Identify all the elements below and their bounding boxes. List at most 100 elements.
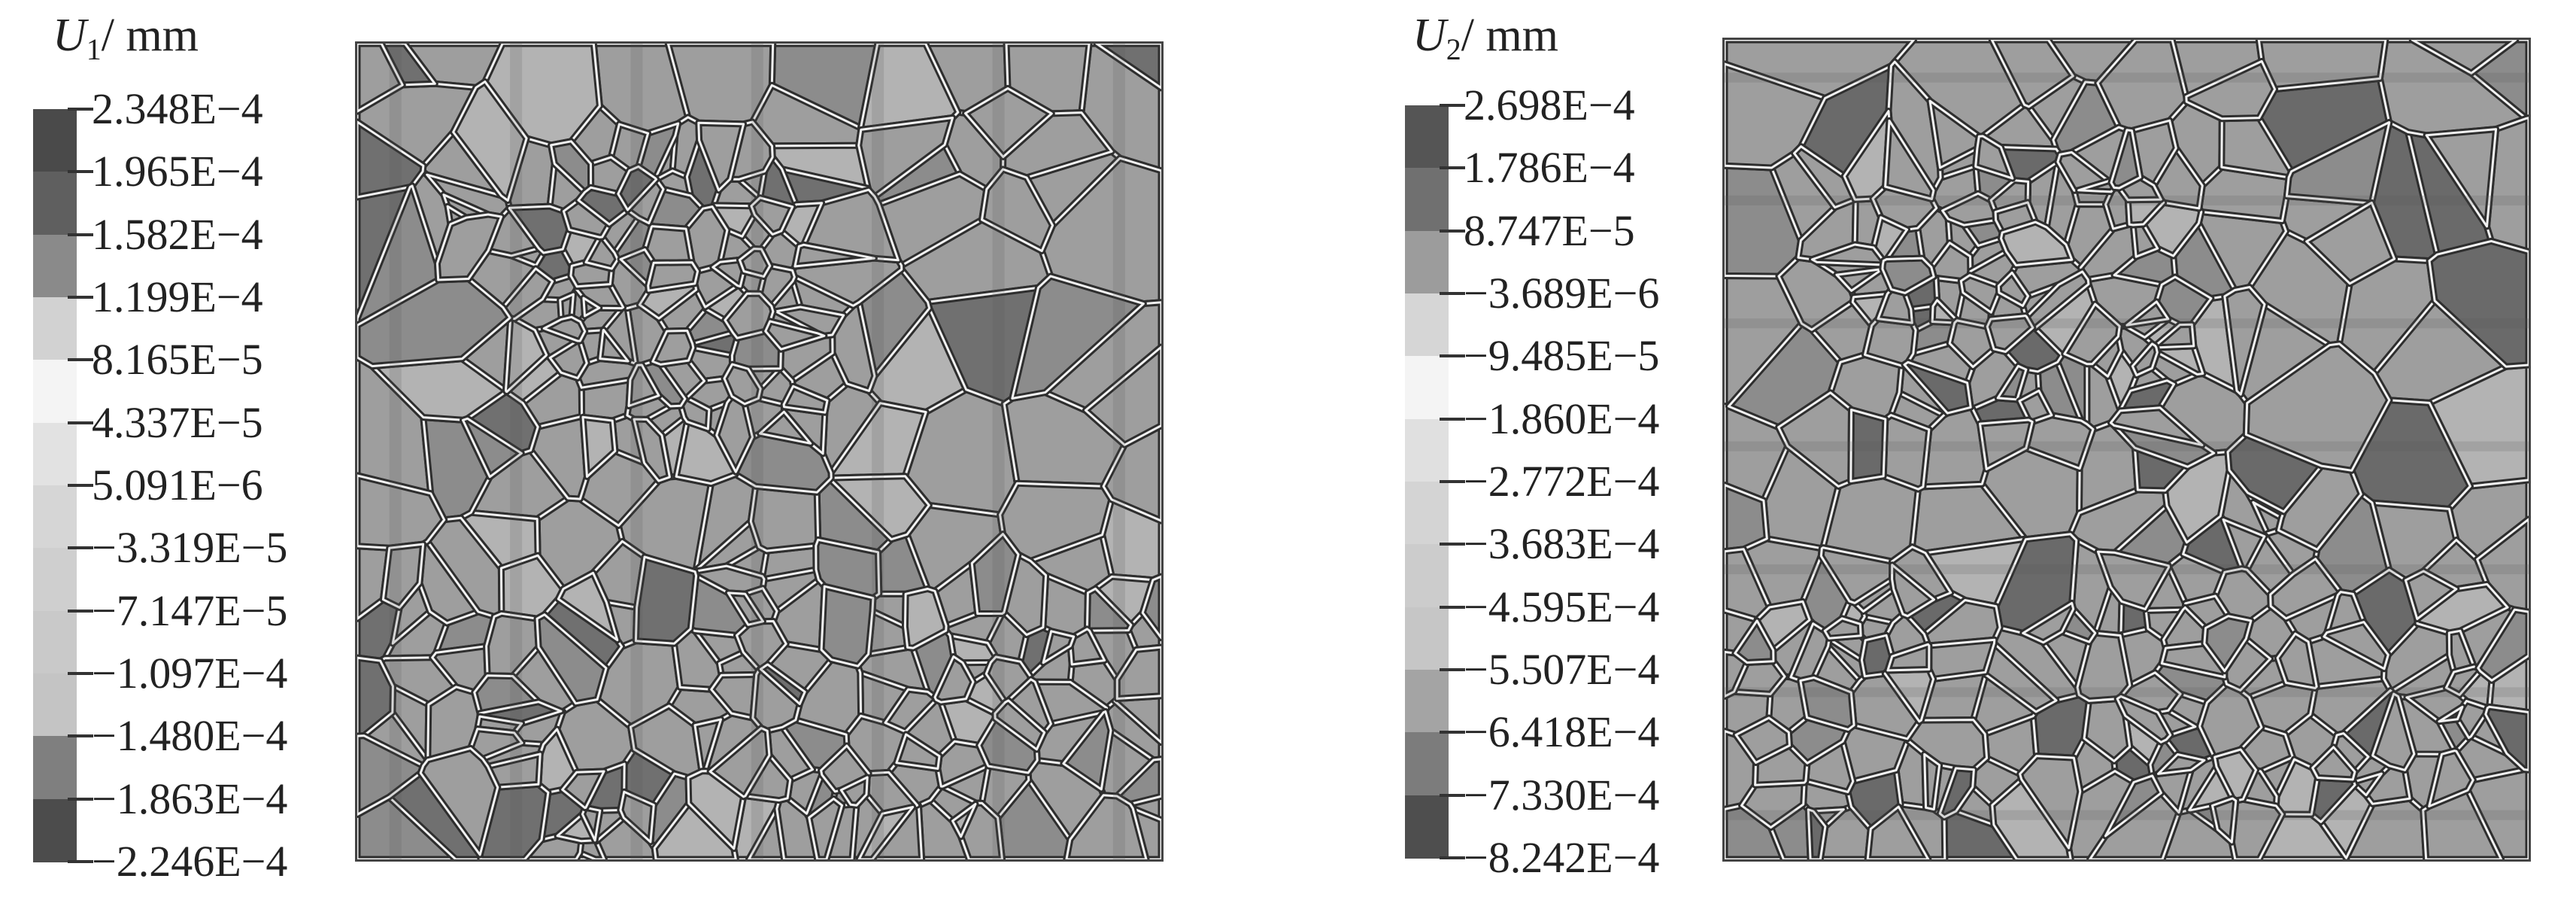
u2-symbol: U xyxy=(1412,10,1446,61)
grain-boundary xyxy=(903,588,948,649)
u2-legend-label: −6.418E−4 xyxy=(1464,707,1660,757)
grain-boundary xyxy=(2311,746,2356,781)
grain-boundary xyxy=(466,390,539,455)
u1-legend-label: 2.348E−4 xyxy=(92,84,263,133)
grain-boundary xyxy=(473,674,540,715)
grain-boundary xyxy=(793,243,875,268)
u1-legend-swatch xyxy=(33,798,77,862)
grain-boundary xyxy=(1884,119,1935,200)
u2-legend-swatch xyxy=(1405,544,1449,608)
u1-legend-tick xyxy=(68,108,93,111)
grain-boundary xyxy=(782,385,829,414)
u1-legend-tick xyxy=(68,609,93,613)
grain-boundary xyxy=(485,612,540,677)
grain-boundary xyxy=(1065,794,1148,859)
u1-panel: U1/ mm 2.348E−4 1.965E−4 1.582E−4 1.199E−4 8… xyxy=(0,0,1279,903)
grain-boundary xyxy=(1799,676,1855,731)
grain-boundary xyxy=(951,803,977,838)
u1-legend-tick xyxy=(68,358,93,362)
u2-color-legend: 2.698E−4 1.786E−4 8.747E−5 −3.689E−6 −9.485E… xyxy=(1405,84,1721,880)
grain-boundary xyxy=(2425,128,2498,228)
u2-legend-label: −8.242E−4 xyxy=(1464,833,1660,882)
grain-boundary xyxy=(1793,145,1856,209)
u1-legend-label: −2.246E−4 xyxy=(92,837,288,886)
u2-unit-label: U2/ mm xyxy=(1412,9,1558,67)
grain-boundary xyxy=(1007,678,1052,734)
contour-band xyxy=(1725,810,2529,820)
grain-boundary xyxy=(727,591,764,626)
grain-boundary xyxy=(557,571,619,642)
grain-boundary xyxy=(994,699,1046,751)
grain-boundary xyxy=(970,533,1020,615)
u2-legend-tick xyxy=(1440,417,1465,421)
grain-boundary xyxy=(1996,364,2028,401)
u2-legend-swatch xyxy=(1405,795,1449,859)
grain-boundary xyxy=(759,663,806,705)
u2-legend-swatch xyxy=(1405,105,1449,169)
u1-color-legend: 2.348E−4 1.965E−4 1.582E−4 1.199E−4 8.165E−5… xyxy=(33,87,349,883)
u1-legend-tick xyxy=(68,797,93,801)
u2-legend-label: −3.683E−4 xyxy=(1464,519,1660,569)
u1-legend-label: 8.165E−5 xyxy=(92,335,263,385)
grain-boundary xyxy=(581,415,617,478)
grain-boundary xyxy=(759,410,812,445)
u1-symbol: U xyxy=(53,10,86,61)
grain-boundary xyxy=(619,790,655,844)
grain-boundary xyxy=(2305,201,2396,285)
grain-boundary xyxy=(1823,617,1862,640)
u2-legend-swatch xyxy=(1405,356,1449,420)
u1-legend-tick xyxy=(68,672,93,675)
grain-boundary xyxy=(2220,117,2293,179)
u2-legend-label: 2.698E−4 xyxy=(1464,81,1635,129)
u2-legend-swatch xyxy=(1405,482,1449,546)
u2-legend-tick xyxy=(1440,605,1465,609)
grain-boundary xyxy=(1881,257,1935,294)
grain-boundary xyxy=(723,363,762,406)
u2-legend-label: −9.485E−5 xyxy=(1464,331,1660,381)
grain-boundary xyxy=(2104,774,2162,838)
grain-boundary xyxy=(357,278,511,368)
u2-unit: / mm xyxy=(1461,10,1558,61)
u1-legend-swatch xyxy=(33,422,77,486)
grain-boundary xyxy=(1740,781,1806,829)
u1-unit-label: U1/ mm xyxy=(53,9,199,67)
grain-boundary xyxy=(1979,418,2034,470)
contour-band xyxy=(389,44,402,859)
grain-boundary xyxy=(582,296,601,318)
u2-legend-label: −1.860E−4 xyxy=(1464,394,1660,443)
contour-band xyxy=(1725,195,2529,205)
grain-boundary xyxy=(1938,767,1975,819)
grain-boundary xyxy=(2110,129,2142,190)
grain-boundary xyxy=(738,248,772,278)
u2-legend-tick xyxy=(1440,292,1465,295)
contour-band xyxy=(630,44,643,859)
u2-legend-swatch xyxy=(1405,168,1449,232)
u1-legend-label: −3.319E−5 xyxy=(92,523,288,573)
u2-displacement-contour-mesh xyxy=(1722,38,2531,862)
u1-legend-label: 1.582E−4 xyxy=(92,209,263,259)
u2-legend-label: −3.689E−6 xyxy=(1464,269,1660,318)
grain-boundary xyxy=(1866,805,1930,859)
grain-boundary xyxy=(452,81,528,202)
grain-boundary xyxy=(1131,807,1161,859)
grain-boundary xyxy=(1891,564,1935,618)
u1-legend-tick xyxy=(68,546,93,550)
u2-legend-tick xyxy=(1440,856,1465,859)
grain-boundary xyxy=(2203,615,2253,673)
grain-boundary xyxy=(2185,59,2277,120)
u1-legend-label: 1.965E−4 xyxy=(92,147,263,196)
grain-boundary xyxy=(542,315,587,342)
grain-boundary xyxy=(647,261,699,292)
grain-boundary xyxy=(933,655,975,704)
grain-boundary xyxy=(808,797,844,859)
u2-legend-tick xyxy=(1440,731,1465,734)
grain-boundary xyxy=(617,165,658,211)
contour-band xyxy=(1725,441,2529,451)
grain-boundary xyxy=(599,328,630,363)
grain-boundary xyxy=(1990,40,2074,108)
grain-boundary xyxy=(2323,621,2389,670)
u1-legend-swatch xyxy=(33,360,77,424)
grain-boundary xyxy=(2211,797,2238,844)
u2-legend-tick xyxy=(1440,793,1465,797)
grain-boundary xyxy=(708,727,771,798)
